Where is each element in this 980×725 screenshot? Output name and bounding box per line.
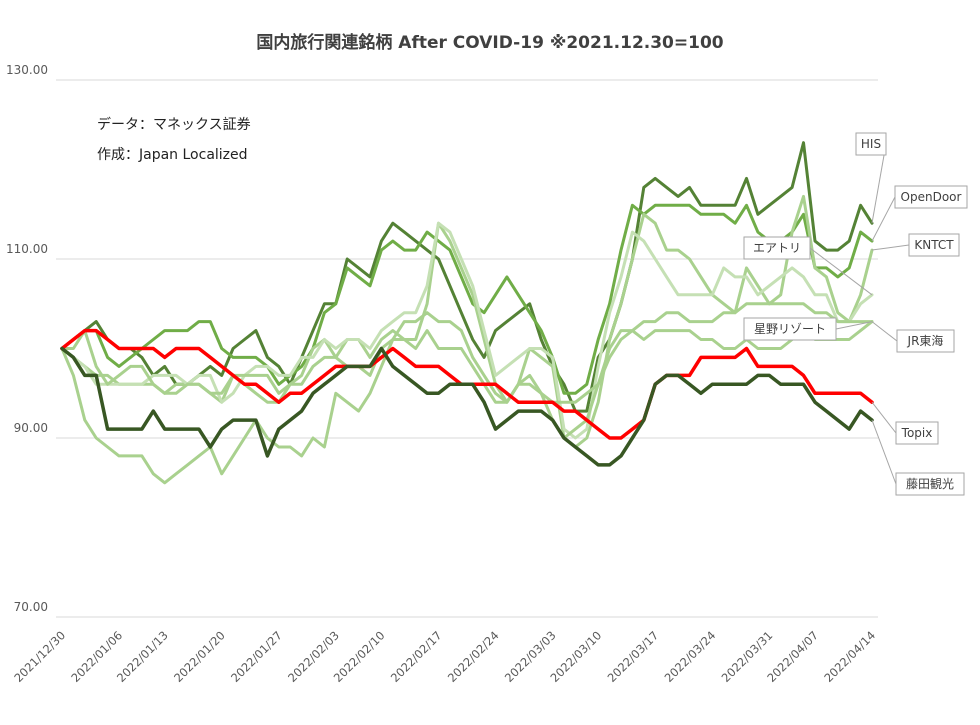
series-line xyxy=(60,320,874,440)
x-tick-label: 2022/04/14 xyxy=(821,628,878,685)
callout-leader xyxy=(871,244,910,251)
source-note: データ：マネックス証券 xyxy=(97,117,251,133)
y-tick-label: 90.00 xyxy=(14,421,48,435)
callout-leader xyxy=(871,196,896,242)
callout-box xyxy=(894,185,968,209)
callout-leader xyxy=(871,401,897,434)
callout-label: HIS xyxy=(861,137,881,151)
callout-label: OpenDoor xyxy=(901,190,962,204)
x-tick-label: 2022/03/17 xyxy=(605,628,662,685)
callout-leader xyxy=(871,143,887,224)
y-tick-label: 130.00 xyxy=(6,63,48,77)
callout-leader xyxy=(809,247,873,296)
series-line xyxy=(60,302,874,485)
x-tick-label: 2021/12/30 xyxy=(11,628,68,685)
y-tick-label: 110.00 xyxy=(6,242,48,256)
callout-leader xyxy=(871,419,897,485)
series-line xyxy=(60,203,874,395)
callout-label: Topix xyxy=(901,426,933,440)
x-tick-label: 2022/01/27 xyxy=(228,628,285,685)
callout-box xyxy=(743,317,837,341)
x-tick-label: 2022/01/20 xyxy=(171,628,228,685)
callout-box xyxy=(895,421,939,445)
chart-title: 国内旅行関連銘柄 After COVID-19 ※2021.12.30=100 xyxy=(256,33,724,53)
x-tick-label: 2022/02/17 xyxy=(388,628,445,685)
callout-label: 藤田観光 xyxy=(906,477,954,491)
x-tick-label: 2022/02/24 xyxy=(445,628,502,685)
callout-label: JR東海 xyxy=(907,333,944,348)
series-line xyxy=(60,221,874,440)
callout-leader xyxy=(871,321,898,342)
callout-box xyxy=(743,236,811,260)
callout-label: KNTCT xyxy=(914,238,954,252)
x-tick-label: 2022/03/24 xyxy=(662,628,719,685)
callout-box xyxy=(855,132,887,156)
callout-box xyxy=(896,329,955,353)
callout-label: エアトリ xyxy=(753,241,801,255)
author-note: 作成：Japan Localized xyxy=(97,147,248,163)
callout-label: 星野リゾート xyxy=(754,322,826,336)
callout-box xyxy=(895,472,965,496)
callout-box xyxy=(908,233,960,257)
callout-leader xyxy=(835,321,873,330)
series-line xyxy=(60,346,874,467)
y-tick-label: 70.00 xyxy=(14,600,48,614)
